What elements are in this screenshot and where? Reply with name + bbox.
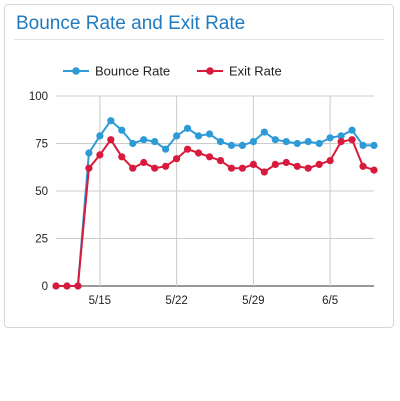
series-1-point bbox=[238, 141, 247, 149]
series-2-point bbox=[238, 164, 247, 172]
x-tick-label: 5/29 bbox=[242, 295, 264, 307]
series-1-point bbox=[282, 138, 290, 146]
series-line-2 bbox=[56, 138, 375, 287]
series-2-point bbox=[271, 160, 279, 168]
series-1-point bbox=[260, 128, 268, 136]
series-1-point bbox=[337, 132, 345, 140]
series-2-point bbox=[370, 166, 378, 174]
series-1-point bbox=[359, 141, 367, 149]
y-tick-label: 50 bbox=[35, 186, 48, 198]
series-2-point bbox=[293, 162, 301, 170]
series-line-1 bbox=[56, 119, 374, 287]
series-1-point bbox=[162, 145, 170, 153]
series-1-point bbox=[85, 149, 93, 157]
series-2-point bbox=[315, 160, 323, 168]
series-2-point bbox=[216, 157, 225, 165]
series-2-point bbox=[63, 282, 71, 290]
series-1-point bbox=[140, 136, 148, 144]
line-chart: 0 25 50 75 100 5/15 5/22 5/29 6/5 Bounce Rate Exit… bbox=[29, 64, 378, 307]
series-2-point bbox=[249, 160, 257, 168]
series-1-point bbox=[227, 141, 236, 149]
series-1-point bbox=[194, 132, 203, 140]
series-2-point bbox=[260, 168, 268, 176]
x-tick-label: 5/15 bbox=[89, 295, 111, 307]
series-2-point bbox=[151, 164, 159, 172]
series-1-point bbox=[151, 138, 159, 146]
series-2-point bbox=[52, 282, 60, 290]
y-tick-label: 0 bbox=[42, 281, 48, 293]
y-tick-label: 25 bbox=[35, 234, 48, 246]
series-1-point bbox=[96, 132, 104, 140]
series-2-point bbox=[194, 149, 203, 157]
legend-marker-1 bbox=[72, 67, 80, 75]
series-2-point bbox=[118, 153, 126, 161]
series-1-point bbox=[293, 139, 301, 148]
legend-label-2: Exit Rate bbox=[229, 64, 282, 79]
y-tick-label: 75 bbox=[35, 139, 48, 151]
series-2-point bbox=[140, 158, 148, 167]
series-2-point bbox=[74, 282, 82, 290]
series-1-point bbox=[183, 124, 192, 132]
series-2-point bbox=[173, 155, 181, 163]
card-title: Bounce Rate and Exit Rate bbox=[16, 13, 246, 34]
x-tick-label: 6/5 bbox=[322, 295, 338, 307]
legend-label-1: Bounce Rate bbox=[95, 64, 170, 79]
legend-marker-2 bbox=[206, 67, 214, 75]
series-1-point bbox=[315, 139, 323, 148]
series-1-point bbox=[249, 138, 257, 146]
series-1-point bbox=[348, 126, 356, 134]
series-1-point bbox=[118, 126, 126, 134]
series-1-point bbox=[129, 139, 137, 148]
series-1-point bbox=[205, 130, 214, 138]
series-2-point bbox=[107, 136, 115, 144]
series-1-point bbox=[271, 136, 279, 144]
series-2-point bbox=[227, 164, 236, 172]
title-divider bbox=[14, 39, 384, 40]
series-2-point bbox=[96, 151, 104, 159]
series-2-point bbox=[282, 158, 290, 167]
series-2-point bbox=[183, 145, 192, 153]
series-2-point bbox=[359, 162, 367, 170]
series-2-point bbox=[205, 153, 214, 161]
series-1-point bbox=[216, 138, 225, 146]
series-2-point bbox=[304, 164, 312, 172]
series-2-point bbox=[162, 162, 170, 170]
series-1-point bbox=[173, 132, 181, 140]
series-2-point bbox=[85, 164, 93, 172]
chart-card: Bounce Rate and Exit Rate 0 25 50 75 100 5/15… bbox=[4, 4, 394, 328]
series-1-point bbox=[107, 117, 115, 125]
series-1-point bbox=[304, 138, 312, 146]
x-tick-label: 5/22 bbox=[165, 295, 187, 307]
series-2-point bbox=[129, 164, 137, 172]
series-1-point bbox=[370, 141, 378, 149]
y-tick-label: 100 bbox=[29, 91, 48, 103]
series-2-point bbox=[326, 157, 334, 165]
series-2-point bbox=[348, 136, 356, 144]
series-1-point bbox=[326, 134, 334, 142]
series-2-point bbox=[337, 138, 345, 146]
